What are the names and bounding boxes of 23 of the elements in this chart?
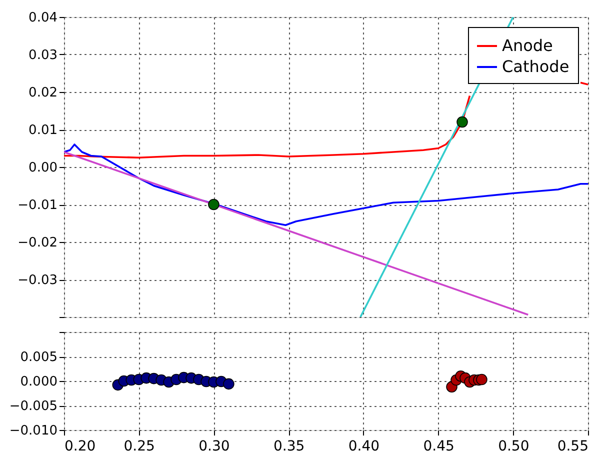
y-tick-label: 0.02 bbox=[28, 86, 58, 100]
legend-label: Anode bbox=[502, 36, 553, 55]
y-tick-label: 0.000 bbox=[20, 374, 58, 390]
x-tick-label: 0.25 bbox=[124, 438, 155, 454]
line-series bbox=[64, 144, 588, 226]
y-tick-label: −0.02 bbox=[18, 236, 58, 250]
legend-label: Cathode bbox=[502, 57, 570, 76]
y-tick-label: −0.005 bbox=[9, 399, 58, 414]
x-tick-label: 0.40 bbox=[348, 438, 380, 454]
y-tick-label: −0.01 bbox=[18, 198, 58, 213]
x-tick-label: 0.55 bbox=[557, 438, 588, 454]
y-tick-label: 0.005 bbox=[20, 350, 58, 365]
y-tick-label: 0.03 bbox=[28, 48, 58, 63]
x-tick-label: 0.30 bbox=[198, 438, 230, 454]
x-tick-label: 0.50 bbox=[498, 438, 530, 454]
y-tick-label: −0.03 bbox=[18, 273, 58, 288]
x-tick-label: 0.45 bbox=[423, 438, 454, 454]
y-tick-label: 0.04 bbox=[28, 10, 58, 26]
y-tick-label: 0.00 bbox=[28, 160, 58, 176]
x-tick-label: 0.35 bbox=[273, 438, 305, 454]
y-tick-label: 0.01 bbox=[28, 123, 58, 138]
x-tick-label: 0.20 bbox=[64, 438, 96, 454]
y-tick-label: −0.010 bbox=[9, 424, 58, 438]
